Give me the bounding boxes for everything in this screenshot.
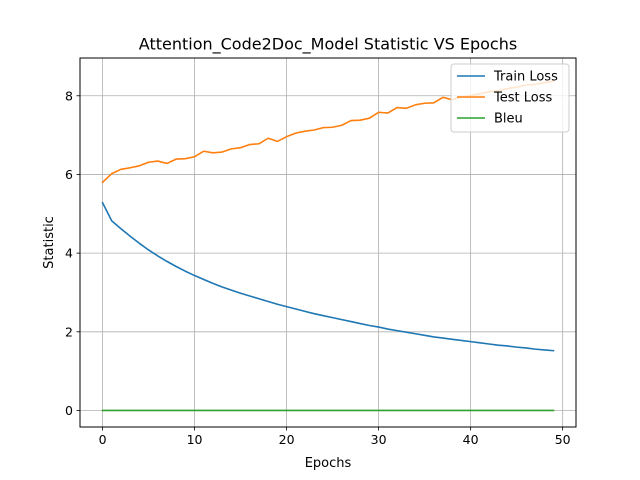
legend-label-bleu: Bleu	[494, 112, 523, 127]
x-tick-label: 50	[555, 432, 571, 447]
y-tick-label: 0	[65, 403, 73, 418]
x-tick-label: 40	[463, 432, 479, 447]
legend-label-test-loss: Test Loss	[493, 91, 552, 106]
y-axis-label: Statistic	[42, 216, 57, 269]
x-tick-label: 10	[187, 432, 203, 447]
y-tick-label: 6	[65, 167, 73, 182]
plot-frame	[79, 57, 577, 428]
series-line-train-loss	[101, 201, 555, 352]
x-tick-label: 20	[279, 432, 295, 447]
y-tick-label: 8	[65, 88, 73, 103]
legend-label-train-loss: Train Loss	[493, 70, 558, 85]
legend-box	[450, 63, 570, 133]
x-tick-label: 0	[99, 432, 107, 447]
y-tick-label: 2	[65, 324, 73, 339]
x-axis-label: Epochs	[305, 456, 352, 471]
axis-ticks: 0 10 20 30 40 50 0 2 4 6 8	[65, 88, 571, 447]
legend: Train Loss Test Loss Bleu	[450, 63, 570, 133]
chart-title: Attention_Code2Doc_Model Statistic VS Ep…	[139, 35, 517, 55]
x-tick-label: 30	[371, 432, 387, 447]
y-tick-label: 4	[65, 246, 73, 261]
